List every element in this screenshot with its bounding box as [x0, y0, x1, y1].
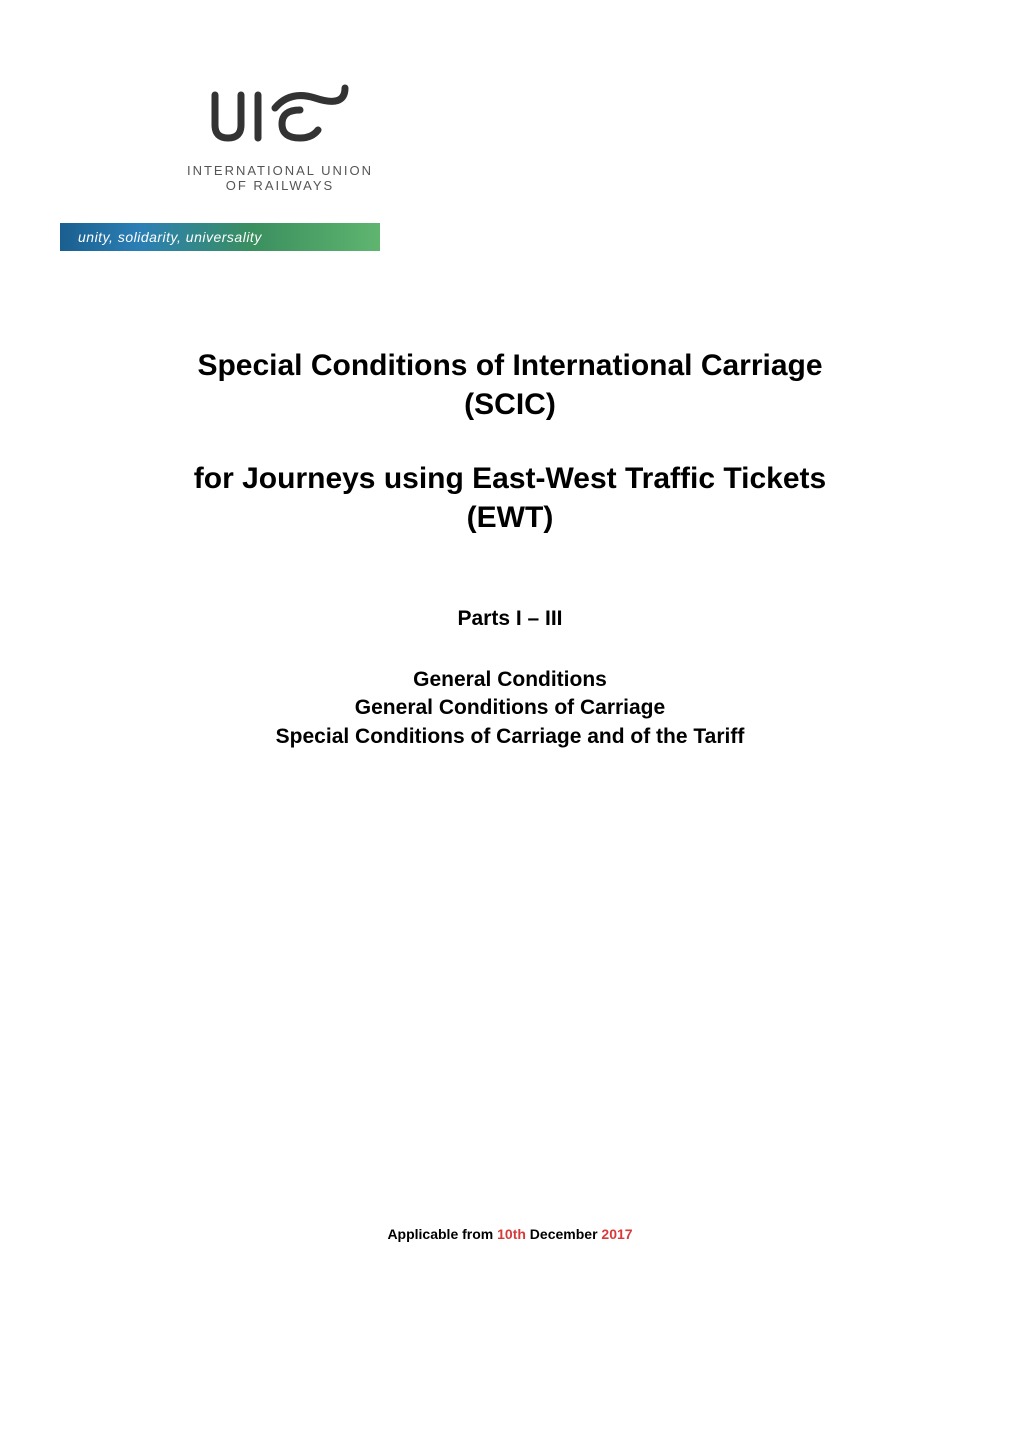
logo-section: INTERNATIONAL UNION OF RAILWAYS unity, s… — [75, 80, 945, 251]
conditions-line2: General Conditions of Carriage — [75, 694, 945, 722]
main-title: Special Conditions of International Carr… — [75, 346, 945, 424]
logo-org-line1: INTERNATIONAL UNION — [187, 163, 373, 178]
applicable-from: Applicable from 10th December 2017 — [0, 1226, 1020, 1242]
title-line2: (SCIC) — [75, 385, 945, 424]
applicable-prefix: Applicable from — [387, 1226, 497, 1242]
parts-text: Parts I – III — [457, 607, 562, 630]
uic-logo-icon — [200, 80, 360, 155]
tagline-bar: unity, solidarity, universality — [60, 223, 380, 251]
tagline-text: unity, solidarity, universality — [78, 229, 262, 245]
logo-org-line2: OF RAILWAYS — [187, 178, 373, 193]
conditions-block: General Conditions General Conditions of… — [75, 666, 945, 751]
logo-caption: INTERNATIONAL UNION OF RAILWAYS — [187, 163, 373, 193]
subtitle-line1: for Journeys using East-West Traffic Tic… — [75, 459, 945, 498]
conditions-line3: Special Conditions of Carriage and of th… — [75, 723, 945, 751]
logo-wrapper: INTERNATIONAL UNION OF RAILWAYS — [170, 80, 390, 193]
title-line1: Special Conditions of International Carr… — [75, 346, 945, 385]
applicable-day: 10th — [497, 1226, 526, 1242]
subtitle: for Journeys using East-West Traffic Tic… — [75, 459, 945, 537]
subtitle-line2: (EWT) — [75, 498, 945, 537]
parts-heading: Parts I – III — [75, 607, 945, 631]
applicable-year: 2017 — [601, 1226, 632, 1242]
conditions-line1: General Conditions — [75, 666, 945, 694]
applicable-middle: December — [526, 1226, 601, 1242]
